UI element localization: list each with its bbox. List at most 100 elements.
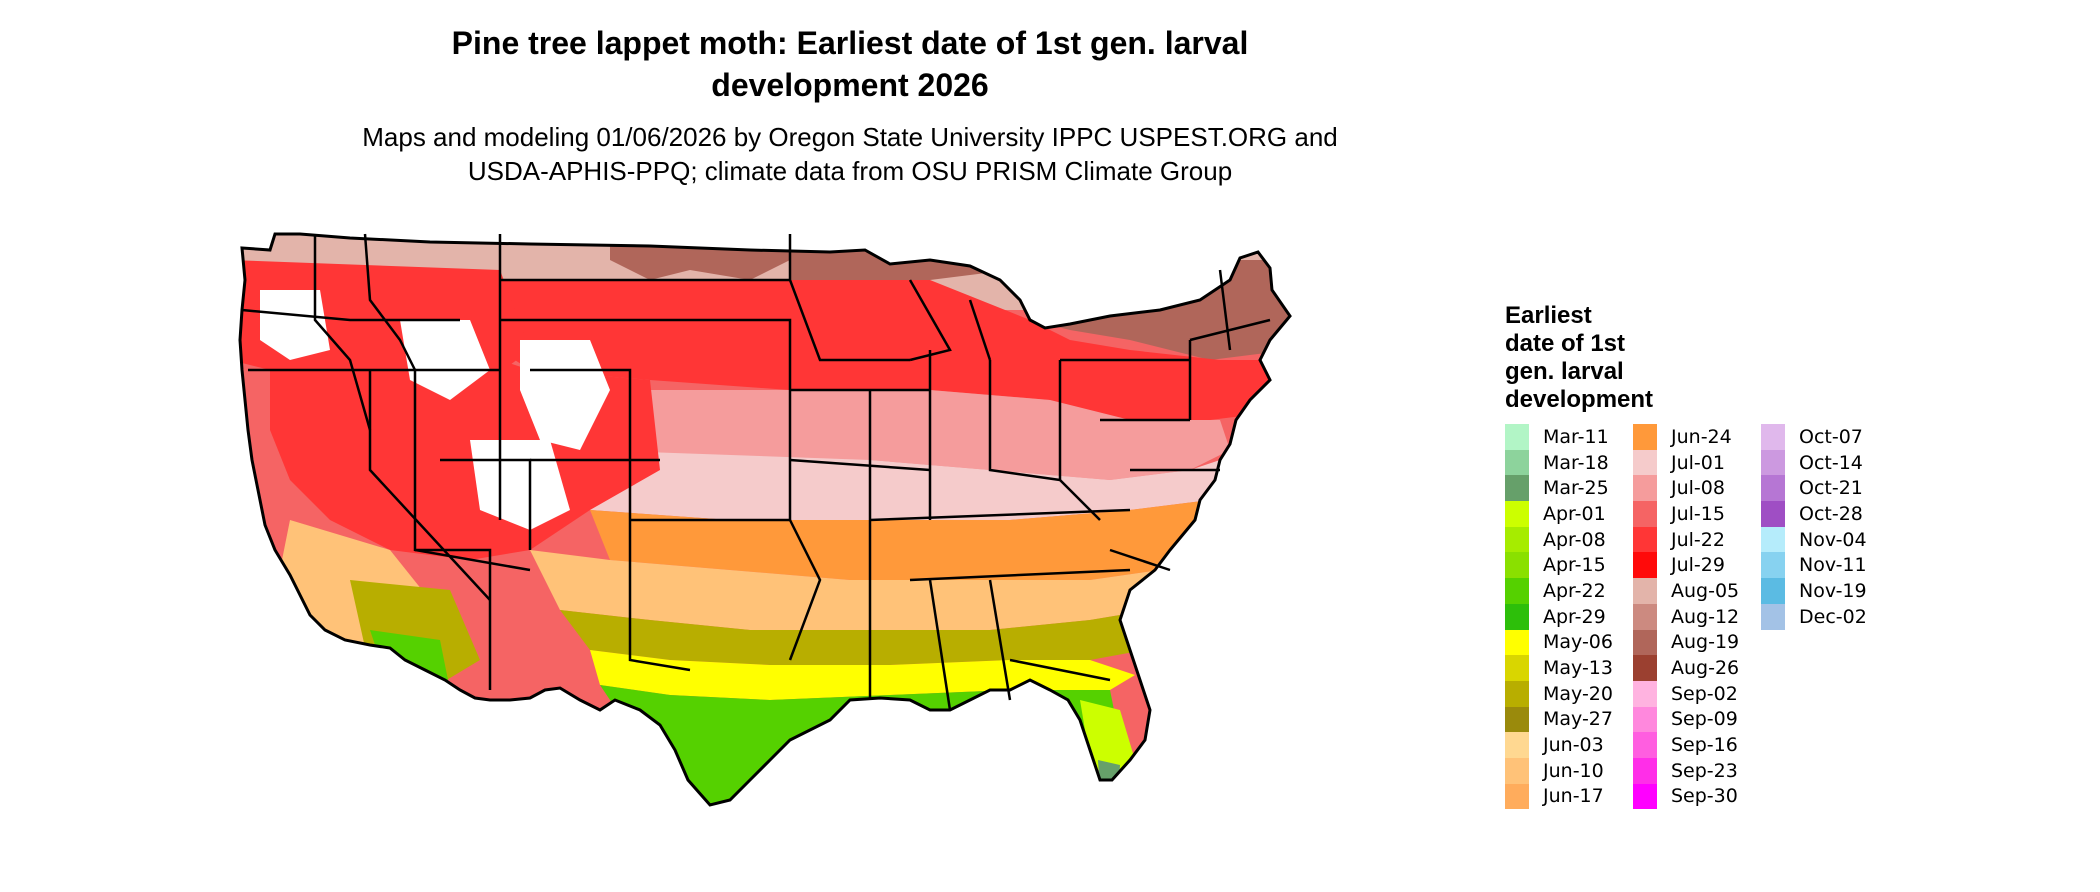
legend-swatch: [1505, 706, 1529, 733]
legend-item: Oct-14: [1761, 449, 1889, 476]
legend-swatch: [1633, 603, 1657, 630]
legend-label: Apr-15: [1543, 554, 1606, 577]
border-tn-ky: [869, 508, 1131, 522]
legend-label: Apr-08: [1543, 528, 1606, 551]
legend-label: Nov-19: [1799, 579, 1867, 602]
legend-swatch: [1505, 732, 1529, 758]
legend-item: Jul-01: [1633, 449, 1761, 476]
border-wa-or: [241, 308, 460, 322]
legend-swatch: [1761, 526, 1785, 553]
legend-item: Oct-21: [1761, 475, 1889, 502]
legend-label: Dec-02: [1799, 605, 1867, 628]
legend-label: May-20: [1543, 682, 1613, 705]
legend-label: Jul-08: [1671, 477, 1725, 500]
border-nc-sc: [1109, 548, 1171, 572]
legend-label: Jun-03: [1543, 734, 1604, 757]
border-al-ga: [988, 579, 1012, 701]
legend-column: Mar-11 Mar-18 Mar-25 Apr-01 Apr-08 Apr-15 Apr-…: [1505, 424, 1633, 810]
legend-swatch: [1633, 501, 1657, 527]
legend-label: Nov-11: [1799, 554, 1867, 577]
border-id-west: [313, 234, 372, 431]
legend-item: May-20: [1505, 680, 1633, 707]
legend-label: Aug-26: [1671, 657, 1740, 680]
legend-item: Oct-28: [1761, 501, 1889, 527]
legend-item: Jul-15: [1633, 501, 1761, 527]
border-nm-tx: [628, 520, 691, 672]
legend-item: Sep-16: [1633, 732, 1761, 758]
legend-swatch: [1633, 552, 1657, 579]
legend-item: Jul-22: [1633, 526, 1761, 553]
legend-swatch: [1505, 424, 1529, 450]
legend-label: Jul-29: [1671, 554, 1725, 577]
legend-swatch: [1505, 783, 1529, 810]
legend-label: Aug-05: [1671, 579, 1740, 602]
legend-label: Apr-29: [1543, 605, 1606, 628]
legend-label: Mar-11: [1543, 425, 1609, 448]
legend-item: Sep-09: [1633, 706, 1761, 733]
map-title-line-2: development 2026: [711, 67, 989, 103]
legend-item: Aug-12: [1633, 603, 1761, 630]
legend-title-line-4: development: [1505, 386, 1654, 413]
legend-title: Earliest date of 1st gen. larval develop…: [1505, 302, 1725, 414]
legend-swatch: [1761, 424, 1785, 450]
legend-item: Sep-02: [1633, 680, 1761, 707]
legend-item: Jul-29: [1633, 552, 1761, 579]
legend-swatch: [1761, 603, 1785, 630]
border-sd-ne-ks: [500, 318, 792, 520]
border-ga-fl: [1009, 658, 1111, 682]
legend-label: May-13: [1543, 657, 1613, 680]
border-id-mt: [363, 233, 417, 371]
legend-swatch: [1633, 732, 1657, 758]
legend-item: Apr-29: [1505, 603, 1633, 630]
legend-swatch: [1761, 501, 1785, 527]
legend-label: May-27: [1543, 708, 1613, 731]
legend-item: Jun-10: [1505, 757, 1633, 784]
legend-item: May-06: [1505, 629, 1633, 656]
legend-swatch: [1505, 526, 1529, 553]
legend-label: Oct-28: [1799, 502, 1863, 525]
legend-item: Dec-02: [1761, 603, 1889, 630]
us-map-svg: [238, 232, 1292, 807]
legend-swatch: [1505, 629, 1529, 656]
legend-item: Jun-17: [1505, 783, 1633, 810]
legend-swatch: [1505, 655, 1529, 681]
legend-item: Jun-03: [1505, 732, 1633, 758]
legend-label: Jun-10: [1543, 759, 1604, 782]
state-borders: [241, 233, 1271, 711]
legend-swatch: [1633, 783, 1657, 810]
legend-title-line-1: Earliest: [1505, 302, 1592, 329]
legend-label: Oct-21: [1799, 477, 1863, 500]
border-az-nm: [415, 548, 492, 690]
border-vt-nh: [1189, 318, 1271, 342]
legend-swatch: [1633, 424, 1657, 450]
legend-swatch: [1633, 757, 1657, 784]
legend-item: Apr-08: [1505, 526, 1633, 553]
legend-swatch: [1633, 629, 1657, 656]
legend-label: Mar-25: [1543, 477, 1609, 500]
legend-label: Sep-23: [1671, 759, 1738, 782]
border-mi-lower: [968, 299, 992, 361]
legend-item: Nov-04: [1761, 526, 1889, 553]
legend-item: Jul-08: [1633, 475, 1761, 502]
legend-label: Jun-24: [1671, 425, 1732, 448]
legend-swatch: [1505, 475, 1529, 502]
legend-item: Oct-07: [1761, 424, 1889, 450]
legend-title-line-2: date of 1st: [1505, 330, 1626, 357]
legend-column: Oct-07 Oct-14 Oct-21 Oct-28 Nov-04 Nov-11 Nov-…: [1761, 424, 1889, 809]
legend-item: Aug-26: [1633, 655, 1761, 681]
border-wy-co: [530, 368, 632, 520]
legend-label: Oct-07: [1799, 425, 1863, 448]
border-oh-pa-wv: [1058, 360, 1101, 521]
legend-item: Mar-18: [1505, 449, 1633, 476]
border-ms-al: [928, 579, 952, 711]
legend-item: Mar-25: [1505, 475, 1633, 502]
map-subtitle-line-2: USDA-APHIS-PPQ; climate data from OSU PR…: [467, 156, 1233, 186]
zone-mountains-cascades: [260, 290, 330, 360]
legend-swatch: [1633, 706, 1657, 733]
border-wi-mi: [908, 279, 952, 362]
legend-item: Jun-24: [1633, 424, 1761, 450]
map-subtitle-line-1: Maps and modeling 01/06/2026 by Oregon S…: [362, 122, 1338, 152]
legend-label: Sep-02: [1671, 682, 1738, 705]
legend-item: Aug-05: [1633, 578, 1761, 604]
legend-item: Nov-19: [1761, 578, 1889, 604]
